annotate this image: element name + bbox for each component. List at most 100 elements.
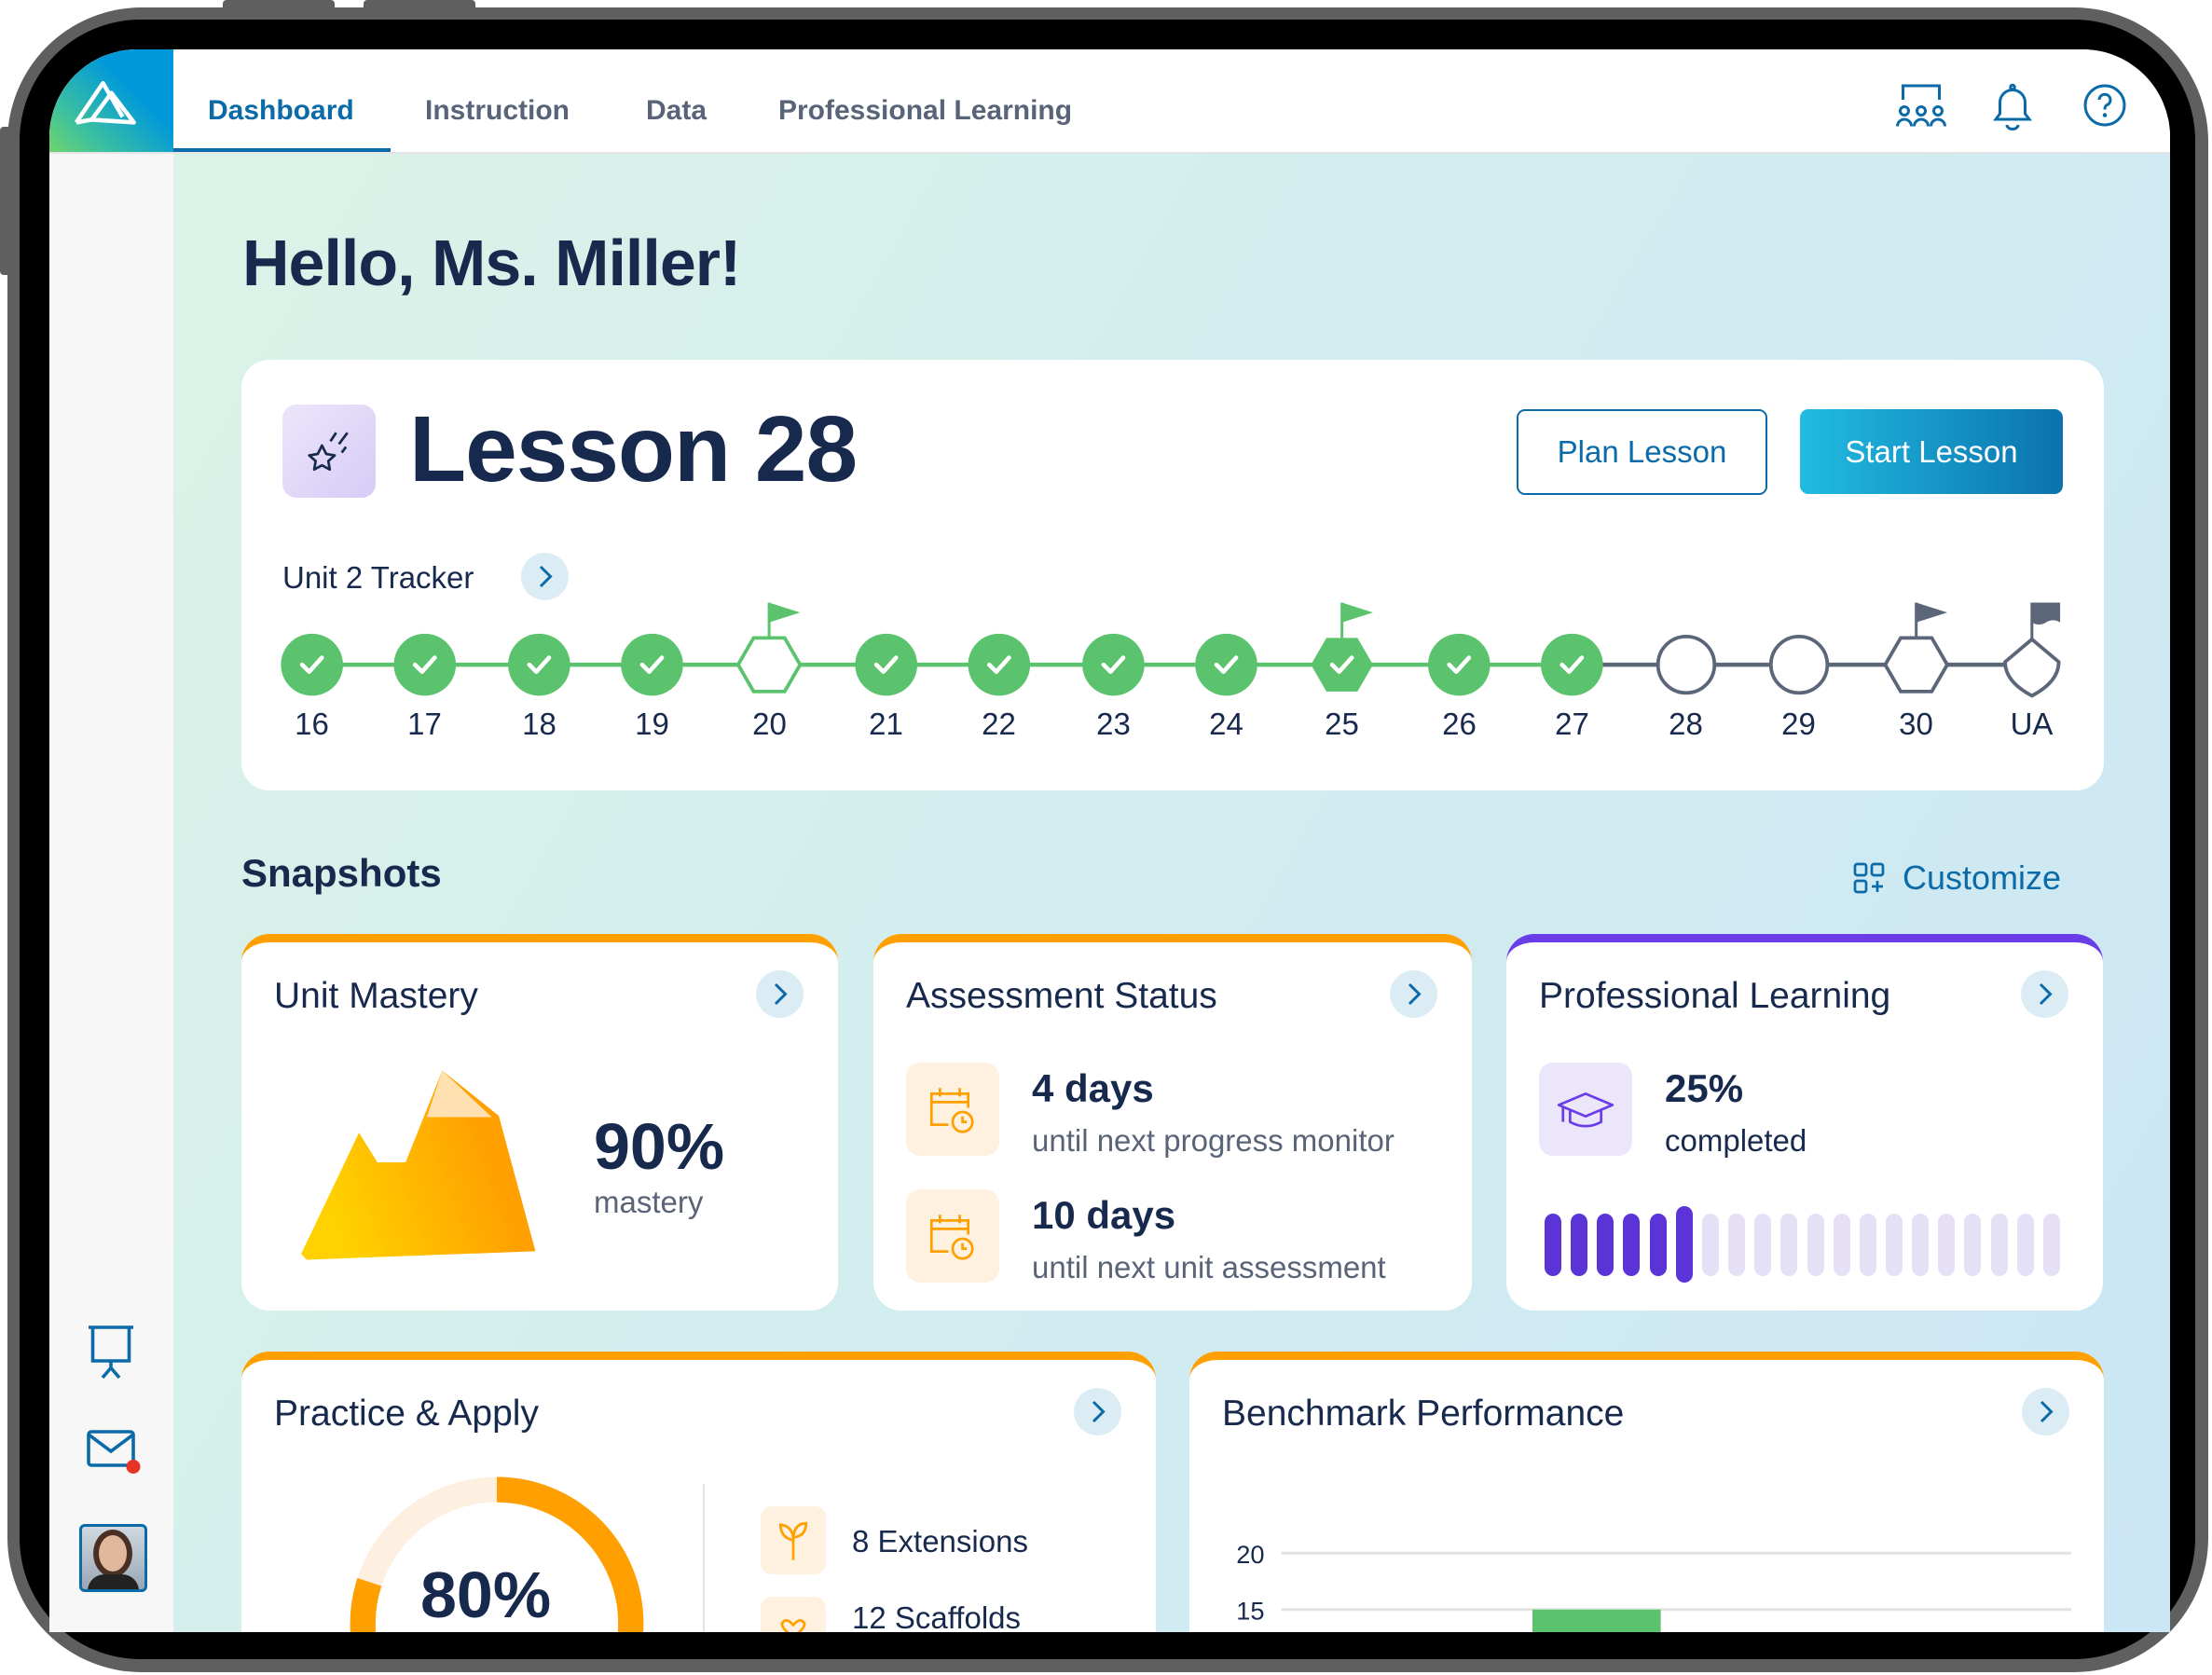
tracker-label-29: 29 xyxy=(1781,707,1816,741)
check-icon xyxy=(1214,655,1239,674)
tracker-label-30: 30 xyxy=(1899,707,1933,741)
progress-segment xyxy=(1964,1214,1981,1276)
progress-segment xyxy=(1650,1214,1667,1276)
mastery-value: 90% xyxy=(594,1110,725,1183)
classroom-icon[interactable] xyxy=(1893,80,1949,136)
unit-mastery-card[interactable]: Unit Mastery 90% mastery xyxy=(241,934,838,1311)
card-title: Practice & Apply xyxy=(274,1394,539,1434)
card-title: Unit Mastery xyxy=(274,976,478,1016)
card-title: Assessment Status xyxy=(906,976,1217,1016)
top-nav xyxy=(49,49,2170,154)
pl-value: 25% xyxy=(1665,1066,1744,1110)
chevron-right-icon xyxy=(774,982,788,1006)
check-icon xyxy=(986,655,1011,674)
mail-icon[interactable] xyxy=(86,1429,142,1479)
progress-segment xyxy=(1807,1214,1824,1276)
tracker-node-23[interactable] xyxy=(1082,633,1145,696)
check-icon xyxy=(527,655,552,674)
practice-apply-card[interactable]: Practice & Apply 80% 8 Extensions 12 Sca… xyxy=(241,1352,1156,1632)
practice-chevron-button[interactable] xyxy=(1074,1388,1121,1435)
progress-segment xyxy=(2017,1214,2034,1276)
tracker-node-26[interactable] xyxy=(1427,633,1491,696)
tracker-node-18[interactable] xyxy=(508,633,570,696)
tracker-node-21[interactable] xyxy=(855,633,918,696)
sprout-icon xyxy=(778,1521,808,1560)
mastery-caption: mastery xyxy=(594,1185,704,1219)
tab-data[interactable]: Data xyxy=(646,95,708,126)
plan-lesson-button[interactable]: Plan Lesson xyxy=(1517,409,1767,495)
pl-chevron-button[interactable] xyxy=(2021,970,2068,1018)
sidebar xyxy=(49,154,173,1632)
tracker-chevron-button[interactable] xyxy=(521,553,569,600)
tracker-node-16[interactable] xyxy=(281,633,343,696)
assessment-status-card[interactable]: Assessment Status 4 days until next prog… xyxy=(873,934,1472,1311)
tracker-node-17[interactable] xyxy=(393,633,457,696)
tracker-node-30[interactable] xyxy=(1883,602,1950,693)
donut-progress-arc xyxy=(350,1476,644,1632)
pl-progress-bar xyxy=(1545,1206,2069,1283)
progress-segment xyxy=(1834,1214,1850,1276)
flag-icon xyxy=(2031,602,2061,625)
progress-segment xyxy=(1623,1214,1640,1276)
tracker-node-28[interactable] xyxy=(1656,634,1717,695)
days-value: 4 days xyxy=(1032,1066,1154,1110)
customize-button[interactable]: Customize xyxy=(1852,857,2061,899)
tracker-node-UA[interactable] xyxy=(2003,602,2061,698)
tracker-node-24[interactable] xyxy=(1195,633,1257,696)
tracker-node-19[interactable] xyxy=(621,633,683,696)
progress-segment xyxy=(1912,1214,1929,1276)
tracker-node-25[interactable] xyxy=(1311,602,1373,692)
snapshots-heading: Snapshots xyxy=(241,851,442,895)
benchmark-performance-card[interactable]: Benchmark Performance 201510 xyxy=(1189,1352,2104,1632)
tracker-label-26: 26 xyxy=(1442,707,1477,741)
days-caption: until next unit assessment xyxy=(1032,1250,1386,1284)
check-icon xyxy=(1329,655,1354,674)
assessment-chevron-button[interactable] xyxy=(1390,970,1437,1018)
scaffold-icon-box xyxy=(761,1597,826,1632)
calendar-clock-icon xyxy=(929,1088,974,1133)
device-button xyxy=(0,127,9,275)
tracker-label-UA: UA xyxy=(2010,707,2054,741)
presentation-icon[interactable] xyxy=(86,1325,136,1380)
progress-segment xyxy=(1728,1214,1745,1276)
chevron-right-icon xyxy=(2039,982,2053,1006)
calendar-icon-box xyxy=(906,1189,999,1283)
scaffolds-label: 12 Scaffolds xyxy=(852,1600,1022,1632)
tab-dashboard[interactable]: Dashboard xyxy=(208,95,354,126)
greeting: Hello, Ms. Miller! xyxy=(242,227,741,299)
progress-segment xyxy=(2043,1214,2060,1276)
unit-tracker xyxy=(281,602,2061,698)
check-icon xyxy=(873,655,899,674)
benchmark-chevron-button[interactable] xyxy=(2022,1388,2069,1435)
calendar-icon-box xyxy=(906,1063,999,1156)
logo[interactable] xyxy=(49,49,173,152)
unit-mastery-chevron-button[interactable] xyxy=(756,970,804,1018)
progress-segment xyxy=(1938,1214,1955,1276)
tracker-label-16: 16 xyxy=(295,707,329,741)
tracker-node-27[interactable] xyxy=(1541,633,1603,696)
tracker-node-29[interactable] xyxy=(1768,634,1830,695)
avatar[interactable] xyxy=(79,1524,147,1592)
tracker-label-24: 24 xyxy=(1209,707,1243,741)
progress-segment xyxy=(1754,1214,1771,1276)
graduation-icon-box xyxy=(1539,1063,1632,1156)
lesson-icon-box xyxy=(282,405,376,498)
professional-learning-card[interactable]: Professional Learning 25% completed xyxy=(1506,934,2103,1311)
card-title: Professional Learning xyxy=(1539,976,1891,1016)
chevron-right-icon xyxy=(1408,982,1422,1006)
pl-caption: completed xyxy=(1665,1123,1807,1158)
help-icon[interactable] xyxy=(2077,80,2133,136)
progress-segment xyxy=(1886,1214,1903,1276)
tracker-node-20[interactable] xyxy=(735,602,803,693)
tracker-label-19: 19 xyxy=(635,707,669,741)
tracker-label-25: 25 xyxy=(1325,707,1359,741)
bell-icon[interactable] xyxy=(1985,80,2040,136)
tab-professional-learning[interactable]: Professional Learning xyxy=(778,95,1073,126)
tab-instruction[interactable]: Instruction xyxy=(425,95,570,126)
progress-segment xyxy=(1780,1214,1797,1276)
benchmark-bar[interactable] xyxy=(1532,1609,1661,1632)
start-lesson-button[interactable]: Start Lesson xyxy=(1800,409,2063,494)
tracker-label-17: 17 xyxy=(407,707,442,741)
check-icon xyxy=(1447,655,1472,674)
tracker-node-22[interactable] xyxy=(968,633,1031,696)
